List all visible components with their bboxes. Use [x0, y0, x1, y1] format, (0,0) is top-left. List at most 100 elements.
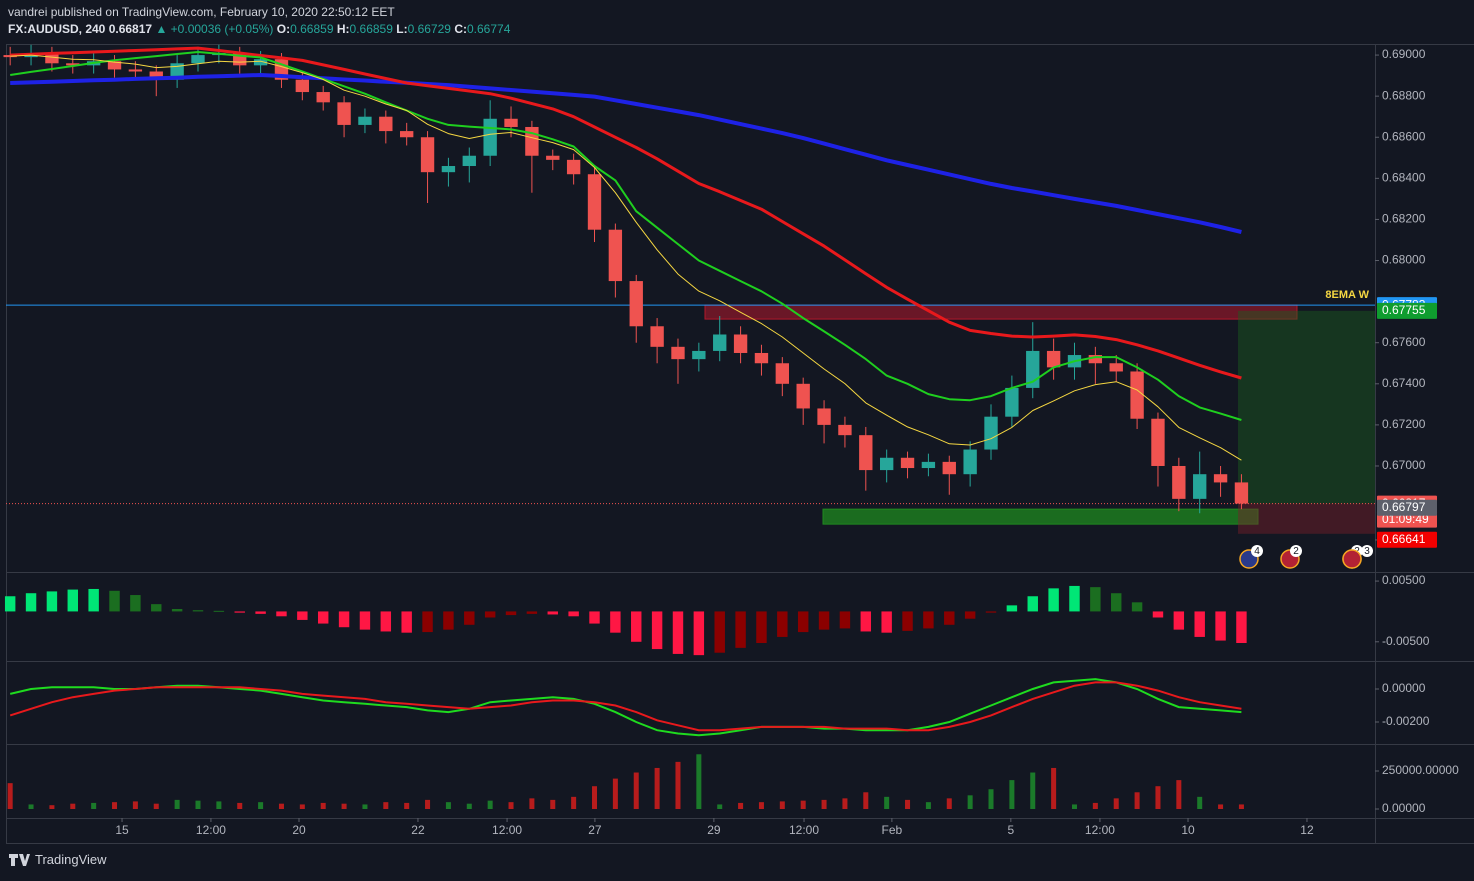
- momentum-bar: [1048, 588, 1059, 612]
- momentum-bar: [130, 595, 141, 612]
- candle-body: [879, 457, 894, 471]
- candle-body: [66, 63, 80, 66]
- momentum-bar: [1090, 587, 1101, 612]
- ohlc-value: 0.66859: [290, 22, 334, 36]
- candle-body: [3, 55, 17, 58]
- price-tag: [1377, 531, 1437, 548]
- x-tick-label: 5: [1007, 823, 1014, 837]
- zone: [1238, 503, 1375, 534]
- momentum-bar: [213, 610, 225, 612]
- candle-body: [671, 346, 685, 360]
- momentum-bar: [964, 611, 976, 619]
- volume-bar: [1238, 804, 1244, 810]
- candle-body: [337, 102, 351, 125]
- volume-bar: [758, 802, 764, 810]
- momentum-bar: [1236, 611, 1247, 644]
- ohlc-label: L:: [396, 22, 408, 36]
- ema-line: [10, 54, 1242, 461]
- volume-bar: [1176, 780, 1182, 810]
- brand: TradingView: [35, 852, 107, 867]
- momentum-bar: [317, 611, 329, 624]
- momentum-bar: [1131, 602, 1143, 612]
- candle-body: [692, 350, 706, 360]
- last-price: 0.66817: [108, 22, 153, 36]
- momentum-bar: [46, 591, 58, 612]
- x-tick-label: 12:00: [196, 823, 226, 837]
- volume-bar: [278, 803, 284, 810]
- candle-body: [295, 79, 310, 93]
- candle-body: [191, 55, 205, 64]
- volume-bar: [153, 803, 159, 810]
- price-tag-label: 0.67755: [1382, 303, 1426, 317]
- x-tick-label: 15: [115, 823, 129, 837]
- x-tick-label: Feb: [882, 823, 903, 837]
- momentum-bar: [67, 589, 78, 612]
- ohlc-label: C:: [454, 22, 467, 36]
- candle-body: [379, 116, 393, 132]
- candle-body: [504, 118, 518, 127]
- momentum-bar: [735, 611, 746, 648]
- event-badge: [1251, 545, 1263, 557]
- candle-body: [420, 137, 435, 173]
- candle-body: [942, 461, 956, 475]
- candle-body: [1193, 474, 1207, 499]
- volume-bar: [28, 804, 34, 810]
- momentum-bar: [985, 611, 997, 613]
- momentum-bar: [88, 588, 99, 612]
- volume-bar: [404, 802, 410, 810]
- momentum-bar: [568, 611, 579, 617]
- x-tick-label: 22: [411, 823, 425, 837]
- volume-bar: [800, 800, 806, 810]
- legend-line: FX:AUDUSD, 240 0.66817 ▲ +0.00036 (+0.05…: [8, 21, 510, 38]
- volume-bar: [946, 798, 952, 810]
- volume-bar: [591, 786, 598, 810]
- candle-body: [107, 61, 122, 70]
- momentum-bar: [1215, 611, 1226, 641]
- momentum-bar: [484, 611, 496, 618]
- x-tick-label: 10: [1181, 823, 1195, 837]
- volume-bar: [571, 796, 577, 810]
- plot-layer: 15 12:00 20 22 12:00 27 29 12:00 Feb 5 12:00 10 12 0.…: [3, 44, 1459, 837]
- volume-bar: [842, 798, 848, 810]
- candle-body: [441, 166, 456, 173]
- momentum-bar: [756, 611, 767, 644]
- y-tick-label: 250000.00000: [1382, 763, 1459, 777]
- volume-bar: [1218, 804, 1224, 810]
- candle-body: [483, 118, 497, 156]
- momentum-bar: [380, 611, 392, 632]
- volume-bar: [258, 802, 264, 810]
- candle-body: [713, 334, 727, 351]
- volume-bar: [508, 802, 514, 810]
- volume-bar: [425, 799, 431, 810]
- volume-bar: [1155, 786, 1161, 810]
- momentum-bar: [1027, 596, 1038, 612]
- volume-bar: [383, 802, 389, 810]
- candle-body: [400, 131, 414, 138]
- event-count: 4: [1254, 546, 1260, 557]
- momentum-bar: [464, 611, 475, 625]
- y-tick-label: 0.68200: [1382, 212, 1426, 226]
- y-tick-label: -0.00500: [1382, 634, 1430, 648]
- y-tick-label: 0.69000: [1382, 47, 1426, 61]
- momentum-bar: [902, 611, 913, 631]
- volume-bar: [466, 803, 472, 810]
- event-badge: [1361, 545, 1373, 557]
- candle-body: [1005, 387, 1019, 417]
- momentum-bar: [276, 611, 287, 617]
- ema-line: [10, 46, 1242, 380]
- momentum-bar: [4, 596, 16, 612]
- volume-bar: [696, 754, 702, 810]
- event-icon: [1342, 549, 1362, 569]
- candle-body: [775, 363, 790, 384]
- momentum-bar: [672, 611, 684, 654]
- candle-body: [921, 461, 936, 469]
- volume-bar: [925, 802, 931, 810]
- x-tick-label: 27: [588, 823, 602, 837]
- volume-bar: [821, 799, 827, 810]
- volume-bar: [341, 803, 347, 810]
- volume-bar: [49, 805, 55, 810]
- y-tick-label: 0.67600: [1382, 335, 1426, 349]
- y-tick-label: 0.00000: [1382, 681, 1426, 695]
- volume-bar: [487, 800, 493, 810]
